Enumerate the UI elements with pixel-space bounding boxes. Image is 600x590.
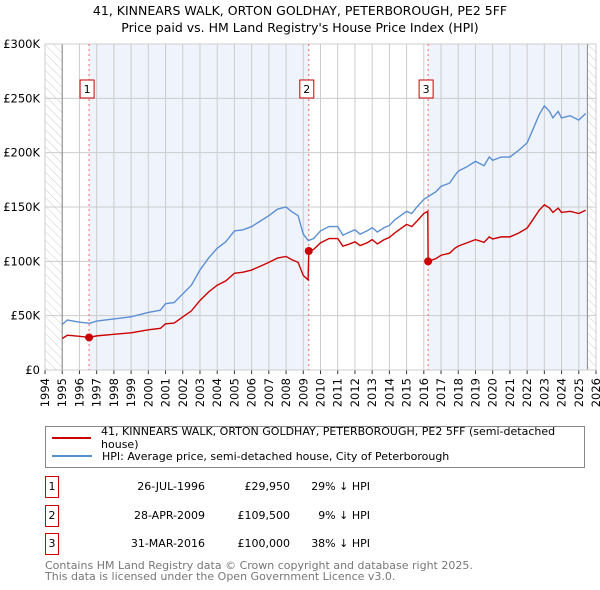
y-tick-label: £100K xyxy=(3,254,40,268)
sale-hpi-diff: 9% ↓ HPI xyxy=(318,509,370,522)
x-tick-label: 2001 xyxy=(159,378,173,407)
sale-label: 3 xyxy=(423,83,430,96)
x-tick-label: 2012 xyxy=(348,378,362,407)
sale-hpi-diff: 38% ↓ HPI xyxy=(311,537,370,550)
y-tick-label: £150K xyxy=(3,200,40,214)
x-tick-label: 2000 xyxy=(141,378,155,407)
sale-price: £109,500 xyxy=(237,509,291,522)
legend: 41, KINNEARS WALK, ORTON GOLDHAY, PETERB… xyxy=(45,425,585,468)
y-tick-label: £50K xyxy=(11,309,41,323)
sale-marker-badge: 3 xyxy=(45,533,59,555)
x-tick-label: 1994 xyxy=(38,378,52,407)
sale-row: 3 31-MAR-2016 £100,000 38% ↓ HPI xyxy=(45,533,445,555)
sale-label: 1 xyxy=(84,83,91,96)
chart-subtitle: Price paid vs. HM Land Registry's House … xyxy=(121,20,479,35)
x-tick-label: 2017 xyxy=(434,378,448,407)
x-tick-label: 1995 xyxy=(55,378,69,407)
x-tick-label: 1997 xyxy=(90,378,104,407)
x-tick-label: 2004 xyxy=(210,378,224,407)
x-tick-label: 2002 xyxy=(176,378,190,407)
sale-hpi-diff: 29% ↓ HPI xyxy=(311,480,370,493)
x-tick-label: 2006 xyxy=(245,378,259,407)
x-tick-label: 2011 xyxy=(331,378,345,407)
x-tick-label: 2007 xyxy=(262,378,276,407)
sale-point xyxy=(304,247,313,256)
chart-title: 41, KINNEARS WALK, ORTON GOLDHAY, PETERB… xyxy=(92,3,508,18)
hpi-line xyxy=(61,104,587,325)
legend-item-property: 41, KINNEARS WALK, ORTON GOLDHAY, PETERB… xyxy=(52,425,584,451)
plot-area: 1994 1995 1996 1997 1998 1999 2000 2001 2002 2003… xyxy=(3,37,600,407)
sale-price: £100,000 xyxy=(237,537,291,550)
footer-copyright: Contains HM Land Registry data © Crown c… xyxy=(45,559,473,572)
sale-date: 31-MAR-2016 xyxy=(130,537,205,550)
legend-item-hpi: HPI: Average price, semi-detached house,… xyxy=(52,448,449,464)
x-tick-label: 2020 xyxy=(486,378,500,407)
x-tick-label: 2009 xyxy=(296,378,310,407)
footer: Contains HM Land Registry data © Crown c… xyxy=(45,560,473,582)
y-tick-label: £0 xyxy=(25,363,40,377)
x-tick-label: 2016 xyxy=(417,378,431,407)
legend-label: HPI: Average price, semi-detached house,… xyxy=(102,449,450,463)
x-tick-label: 2021 xyxy=(503,378,517,407)
x-tick-label: 2026 xyxy=(589,378,600,407)
plot-border xyxy=(44,43,597,371)
x-tick-label: 2005 xyxy=(227,378,241,407)
legend-label: 41, KINNEARS WALK, ORTON GOLDHAY, PETERB… xyxy=(101,425,556,451)
y-tick-label: £200K xyxy=(3,146,40,160)
x-tick-label: 2022 xyxy=(520,378,534,407)
x-tick-label: 2010 xyxy=(314,378,328,407)
sale-price: £29,950 xyxy=(244,480,291,493)
x-tick-label: 2018 xyxy=(451,378,465,407)
x-tick-label: 1996 xyxy=(72,378,86,407)
x-tick-label: 2014 xyxy=(382,378,396,407)
sale-marker-badge: 2 xyxy=(45,505,59,527)
sale-date: 28-APR-2009 xyxy=(133,509,205,522)
x-tick-label: 2023 xyxy=(537,378,551,407)
sale-label-box xyxy=(299,79,315,99)
x-tick-label: 1999 xyxy=(124,378,138,407)
x-tick-label: 2015 xyxy=(400,378,414,407)
x-tick-label: 2008 xyxy=(279,378,293,407)
sale-label: 2 xyxy=(303,83,310,96)
price-paid-line xyxy=(61,203,586,340)
x-tick-label: 2003 xyxy=(193,378,207,407)
sale-point xyxy=(85,333,94,342)
y-tick-label: £250K xyxy=(3,91,40,105)
x-tick-label: 2024 xyxy=(555,378,569,407)
legend-swatch-blue xyxy=(52,455,92,457)
sale-point xyxy=(424,257,433,266)
sale-label-box xyxy=(79,79,95,99)
sale-marker-badge: 1 xyxy=(45,476,59,498)
x-tick-label: 2013 xyxy=(365,378,379,407)
sale-label-box xyxy=(418,79,434,99)
sale-date: 26-JUL-1996 xyxy=(137,480,205,493)
y-tick-label: £300K xyxy=(3,37,40,51)
x-tick-label: 2025 xyxy=(572,378,586,407)
sale-row: 2 28-APR-2009 £109,500 9% ↓ HPI xyxy=(45,505,445,527)
x-tick-label: 1998 xyxy=(107,378,121,407)
x-tick-label: 2019 xyxy=(468,378,482,407)
footer-licence: This data is licensed under the Open Gov… xyxy=(45,570,396,583)
legend-swatch-red xyxy=(52,437,92,439)
sale-row: 1 26-JUL-1996 £29,950 29% ↓ HPI xyxy=(45,476,445,498)
